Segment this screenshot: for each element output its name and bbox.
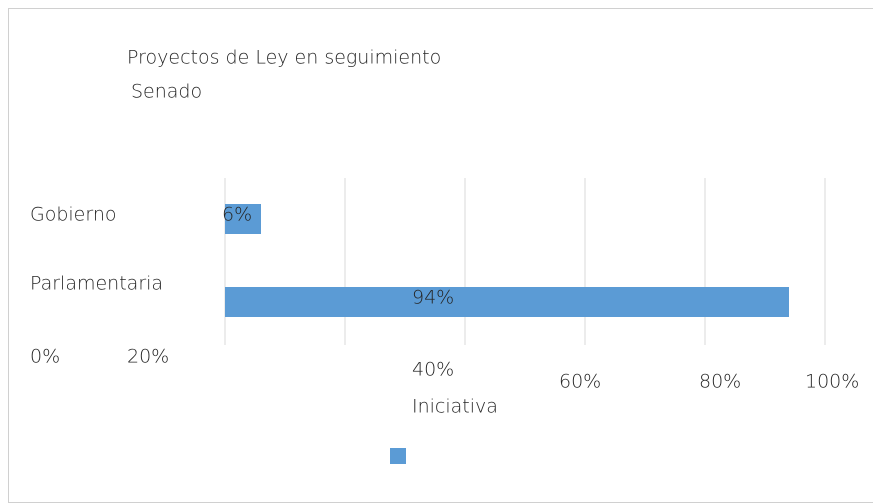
chart-title: Proyectos de Ley en seguimiento <box>127 47 441 69</box>
x-tick-label: 20% <box>127 346 169 368</box>
bar <box>225 204 261 234</box>
x-tick-label: 0% <box>30 346 60 368</box>
x-tick-label: 100% <box>805 371 859 393</box>
x-tick-label: 80% <box>699 371 741 393</box>
value-label: 94% <box>412 287 454 309</box>
x-tick-label: 40% <box>412 359 454 381</box>
bar <box>225 287 789 317</box>
x-axis-label: Iniciativa <box>412 396 498 418</box>
chart-subtitle: Senado <box>131 81 202 103</box>
category-label: Parlamentaria <box>30 273 163 295</box>
value-label: 6% <box>222 204 252 226</box>
chart-frame <box>8 8 873 503</box>
x-tick-label: 60% <box>559 371 601 393</box>
category-label: Gobierno <box>30 204 117 226</box>
legend-swatch <box>390 448 406 464</box>
